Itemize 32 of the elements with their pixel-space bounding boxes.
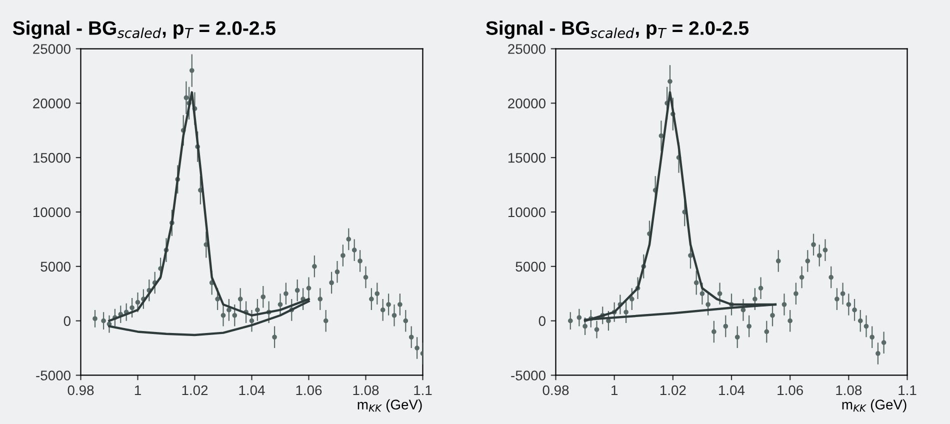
x-tick-label: 1.04 [719, 385, 745, 396]
y-tick-label: 0 [538, 316, 546, 326]
y-tick-label: 5000 [40, 262, 70, 272]
y-tick-label: 20000 [508, 98, 546, 108]
chart-title: Signal - BG$_{scaled}$, p$_{T}$ = 2.0-2.5 [12, 20, 276, 39]
y-tick-label: 5000 [516, 262, 546, 272]
y-tick-label: 0 [64, 316, 70, 326]
y-tick-label: 25000 [33, 44, 70, 54]
y-tick-label: 10000 [508, 207, 546, 218]
y-tick-label: 20000 [33, 98, 70, 108]
x-tick-label: 0.98 [542, 385, 569, 396]
y-tick-label: 15000 [508, 152, 546, 163]
y-tick-label: 10000 [33, 207, 70, 218]
x-tick-label: 0.98 [68, 385, 94, 396]
x-tick-label: 1.1 [414, 385, 432, 396]
y-tick-label: 25000 [508, 44, 546, 54]
x-axis-title: m$_{KK}$ (GeV) [358, 399, 422, 412]
x-tick-label: 1 [134, 385, 141, 396]
x-tick-label: 1.06 [778, 385, 803, 396]
x-tick-label: 1.1 [898, 385, 916, 396]
x-tick-label: 1.04 [239, 385, 265, 396]
x-tick-label: 1.08 [353, 385, 379, 396]
x-tick-label: 1.02 [660, 385, 686, 396]
y-tick-label: -5000 [511, 370, 546, 380]
x-tick-label: 1.02 [182, 385, 208, 396]
x-tick-label: 1 [612, 385, 618, 396]
y-tick-label: -5000 [36, 370, 70, 380]
chart-title: Signal - BG$_{scaled}$, p$_{T}$ = 2.0-2.5 [486, 20, 749, 39]
y-tick-label: 15000 [33, 152, 70, 163]
x-tick-label: 1.08 [836, 385, 862, 396]
x-axis-title: m$_{KK}$ (GeV) [842, 399, 906, 412]
x-tick-label: 1.06 [296, 385, 322, 396]
